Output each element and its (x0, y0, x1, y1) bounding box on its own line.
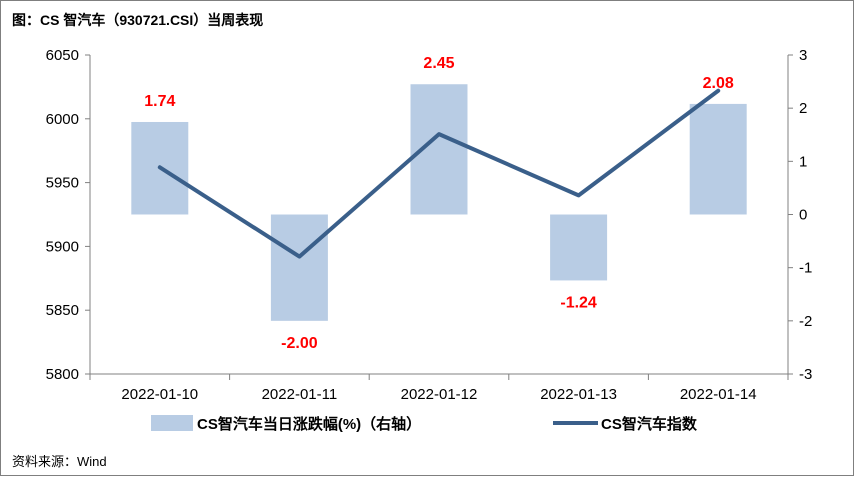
left-tick-label: 5950 (46, 175, 79, 192)
right-tick-label: -3 (799, 366, 812, 383)
right-tick-label: -1 (799, 260, 812, 277)
data-label: 2.45 (423, 55, 454, 72)
legend: CS智汽车当日涨跌幅(%)（右轴） CS智汽车指数 (151, 415, 698, 433)
bar-2022-01-13 (550, 214, 608, 281)
bar-2022-01-14 (689, 103, 747, 215)
axes: 5800 5850 5900 5950 6000 6050 -3 -2 -1 0 1 2 3 2022-0… (46, 47, 813, 403)
left-tick-label: 5850 (46, 302, 79, 319)
x-tick-label: 2022-01-14 (680, 386, 757, 403)
source-note: 资料来源：Wind (12, 454, 107, 469)
left-tick-label: 6000 (46, 111, 79, 128)
index-line-group (157, 88, 721, 259)
right-tick-label: 2 (799, 100, 807, 117)
data-label: 2.08 (703, 75, 734, 92)
x-tick-label: 2022-01-13 (540, 386, 617, 403)
left-tick-label: 5900 (46, 238, 79, 255)
left-tick-label: 6050 (46, 47, 79, 64)
right-tick-label: 0 (799, 207, 807, 224)
legend-line-label: CS智汽车指数 (601, 415, 698, 433)
data-label: -1.24 (560, 294, 597, 311)
right-tick-label: 1 (799, 153, 807, 170)
right-tick-label: -2 (799, 313, 812, 330)
data-label: 1.74 (144, 93, 175, 110)
data-label: -2.00 (281, 335, 318, 352)
legend-bar-label: CS智汽车当日涨跌幅(%)（右轴） (197, 415, 421, 433)
data-labels: 1.74 -2.00 2.45 -1.24 2.08 (144, 55, 734, 352)
x-tick-label: 2022-01-12 (401, 386, 478, 403)
chart-title: 图：CS 智汽车（930721.CSI）当周表现 (12, 12, 264, 28)
x-tick-label: 2022-01-10 (121, 386, 198, 403)
bar-2022-01-11 (270, 214, 328, 321)
bars (131, 84, 747, 321)
legend-bar-swatch (151, 415, 193, 431)
left-tick-label: 5800 (46, 366, 79, 383)
x-tick-label: 2022-01-11 (262, 386, 338, 403)
right-tick-label: 3 (799, 47, 807, 64)
